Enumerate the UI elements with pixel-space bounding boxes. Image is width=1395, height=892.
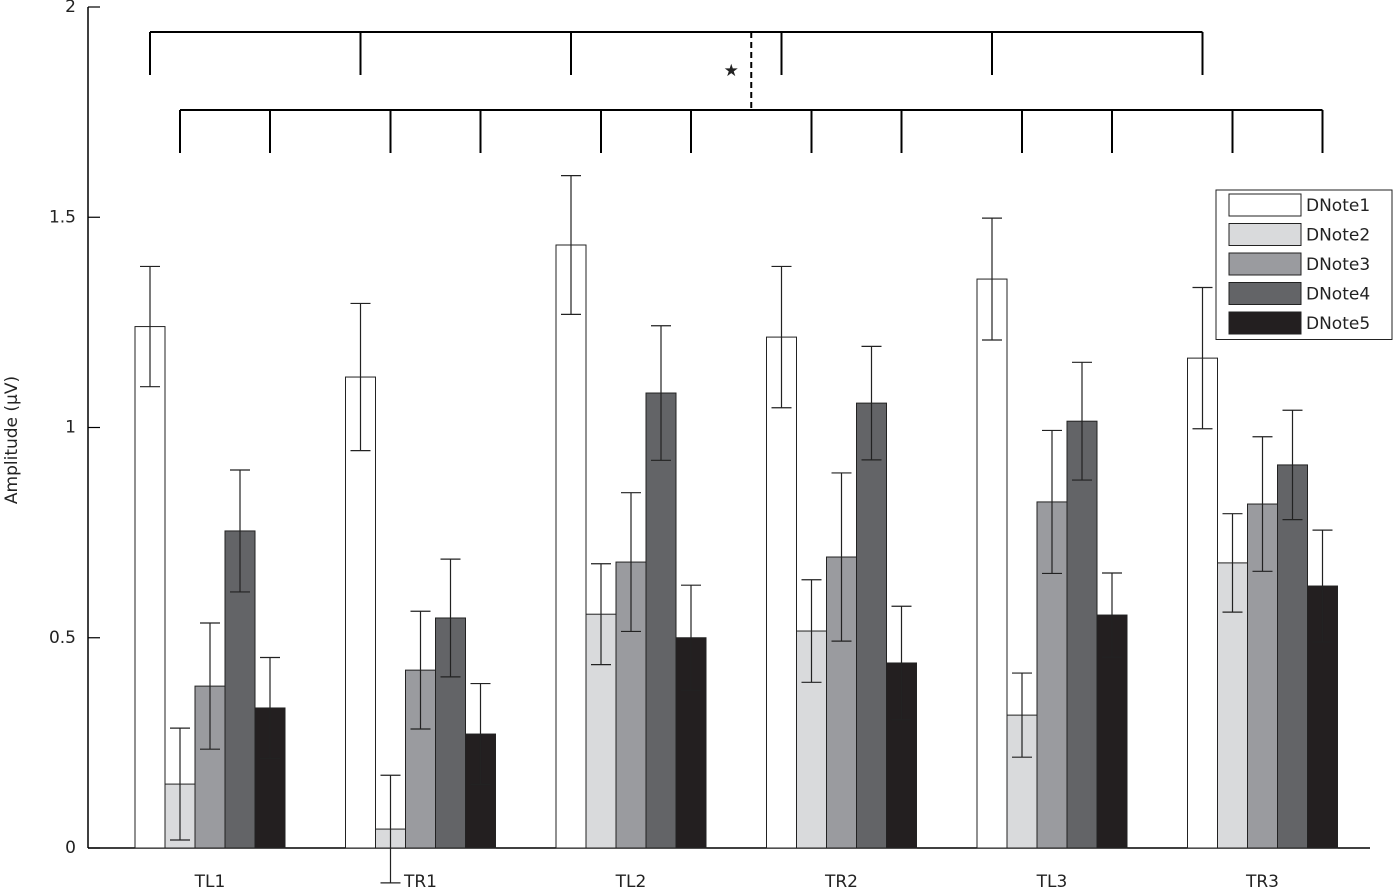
bar	[254, 707, 286, 849]
y-axis-label: Amplitude (µV)	[2, 376, 22, 504]
x-tick-label: TL1	[194, 872, 226, 892]
error-bar	[470, 682, 491, 786]
x-tick-label: TL2	[615, 872, 647, 892]
error-bar	[1072, 361, 1092, 481]
bar	[555, 244, 587, 849]
legend-swatch	[1228, 252, 1302, 276]
bar	[1187, 357, 1218, 849]
legend-label: DNote1	[1306, 196, 1370, 216]
error-bar	[1252, 436, 1273, 572]
error-bar	[260, 656, 280, 760]
error-bar	[561, 175, 581, 315]
legend-swatch	[1228, 282, 1302, 305]
error-bar	[380, 774, 401, 884]
bracket	[179, 109, 1324, 153]
error-bar	[891, 605, 912, 721]
error-bar	[681, 584, 701, 691]
significance-star: ★	[724, 61, 739, 81]
bracket	[149, 31, 1204, 75]
legend-swatch	[1228, 223, 1302, 246]
bar	[1277, 464, 1308, 849]
legend-label: DNote4	[1306, 285, 1370, 305]
y-tick-label: 1	[65, 418, 76, 438]
x-tick-label: TR3	[1245, 872, 1279, 892]
error-bar	[982, 217, 1002, 341]
error-bar	[440, 558, 461, 678]
legend-label: DNote3	[1306, 255, 1370, 275]
bar	[465, 733, 496, 849]
error-bar	[170, 727, 190, 841]
error-bar	[1312, 529, 1333, 643]
error-bar	[801, 579, 822, 683]
bar	[856, 402, 887, 849]
y-tick-label: 0	[65, 838, 76, 858]
error-bar	[831, 472, 852, 642]
error-bar	[861, 345, 882, 461]
bar	[134, 326, 166, 849]
error-bar	[200, 622, 220, 750]
error-bar	[771, 265, 792, 409]
legend-label: DNote5	[1306, 314, 1370, 334]
y-tick-label: 1.5	[49, 207, 76, 227]
error-bar	[410, 610, 431, 730]
error-bar	[1042, 429, 1062, 575]
error-bar	[140, 265, 160, 388]
error-bar	[350, 302, 371, 452]
error-bar	[230, 469, 250, 593]
y-tick-label: 2	[65, 0, 76, 17]
bar	[645, 392, 677, 849]
x-tick-label: TR1	[403, 872, 437, 892]
error-bar	[621, 492, 641, 633]
error-bar	[651, 325, 671, 461]
error-bar	[591, 563, 611, 666]
error-bar	[1222, 513, 1243, 613]
error-bar	[1102, 572, 1122, 658]
x-tick-label: TR2	[824, 872, 858, 892]
bar	[976, 278, 1008, 849]
error-bar	[1282, 409, 1303, 521]
bar	[1066, 420, 1098, 849]
x-tick-label: TL3	[1036, 872, 1068, 892]
error-bar	[1192, 286, 1213, 430]
legend-swatch	[1228, 311, 1302, 335]
y-tick-label: 0.5	[49, 628, 76, 648]
bar	[766, 336, 797, 849]
legend-swatch	[1228, 193, 1302, 217]
legend-label: DNote2	[1306, 226, 1370, 246]
error-bar	[1012, 672, 1032, 758]
